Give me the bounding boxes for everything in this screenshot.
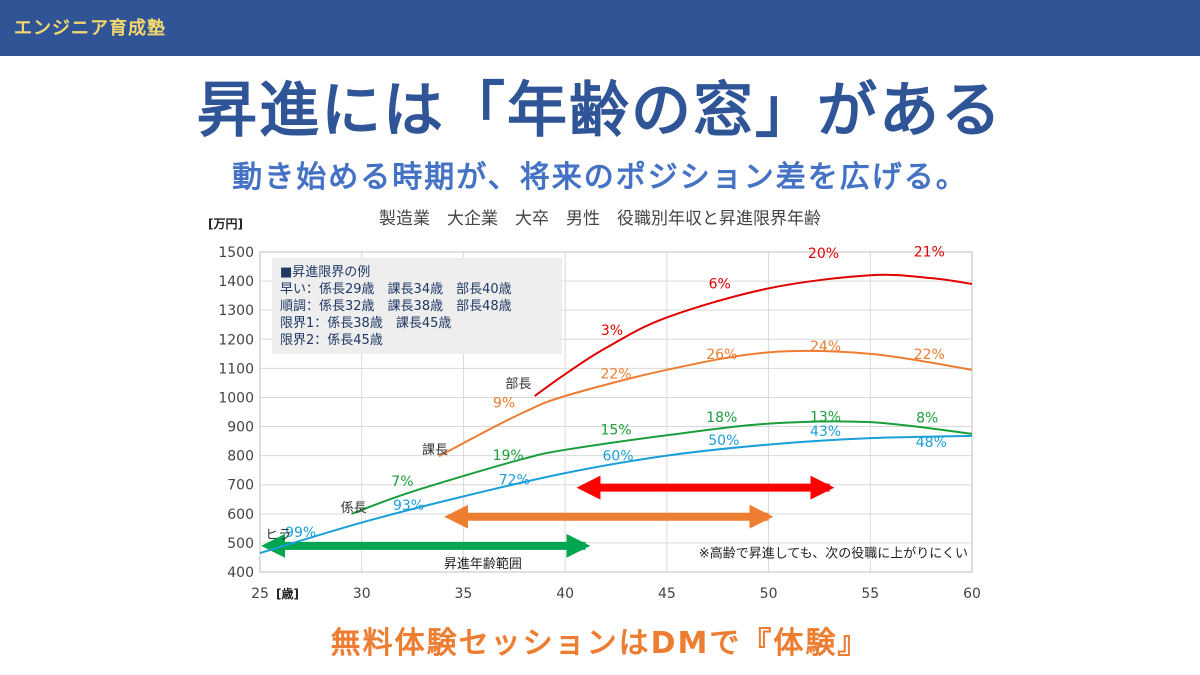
y-tick-label: 1400 (218, 274, 254, 290)
x-tick-label: 45 (658, 586, 676, 602)
data-label: 18% (706, 410, 737, 426)
x-tick-label: 55 (861, 586, 879, 602)
y-tick-label: 800 (227, 449, 254, 465)
data-label: 9% (493, 396, 515, 412)
y-axis-label: [万円] (208, 217, 243, 231)
series-line (438, 349, 973, 458)
data-label: 21% (914, 244, 945, 260)
data-label: 3% (601, 323, 623, 339)
y-tick-label: 1200 (218, 332, 254, 348)
role-label: ヒラ (265, 528, 291, 543)
cta-text[interactable]: 無料体験セッションはDMで『体験』 (330, 626, 870, 661)
data-label: 72% (499, 473, 530, 489)
legend-line: 早い：係長29歳 課長34歳 部長40歳 (280, 281, 512, 297)
page-title: 昇進には「年齢の窓」がある (197, 76, 1003, 146)
y-tick-label: 700 (227, 478, 254, 494)
series-line (534, 273, 973, 397)
y-tick-label: 1100 (218, 361, 254, 377)
data-label: 20% (808, 246, 839, 262)
series-line (351, 420, 973, 515)
y-tick-label: 900 (227, 420, 254, 436)
data-label: 8% (916, 410, 938, 426)
y-tick-label: 500 (227, 536, 254, 552)
legend-line: 限界1：係長38歳 課長45歳 (280, 315, 451, 331)
y-tick-label: 400 (227, 565, 254, 581)
x-axis-label: [歳] (276, 586, 299, 601)
brand-name: エンジニア育成塾 (14, 18, 166, 39)
data-label: 24% (810, 339, 841, 355)
x-tick-label: 35 (455, 586, 473, 602)
data-label: 93% (393, 498, 424, 514)
legend-line: 限界2：係長45歳 (280, 333, 383, 348)
legend-line: ■昇進限界の例 (280, 265, 370, 280)
series-line (259, 434, 973, 555)
data-label: 19% (493, 448, 524, 464)
x-tick-label: 40 (556, 586, 574, 602)
data-label: 48% (916, 435, 947, 451)
range-label: 昇進年齢範囲 (444, 557, 522, 572)
page-subtitle: 動き始める時期が、将来のポジション差を広げる。 (232, 160, 968, 195)
x-tick-label: 30 (353, 586, 371, 602)
data-label: 22% (914, 347, 945, 363)
data-label: 22% (600, 367, 631, 383)
data-label: 13% (810, 409, 841, 425)
role-label: 係長 (341, 501, 367, 516)
plot-frame (259, 251, 973, 573)
chart-note: ※高齢で昇進しても、次の役職に上がりにくい (699, 546, 968, 562)
data-label: 15% (600, 422, 631, 438)
data-label: 26% (706, 347, 737, 363)
legend-box (272, 258, 562, 354)
data-label: 60% (602, 449, 633, 465)
salary-chart: 製造業 大企業 大卒 男性 役職別年収と昇進限界年齢 [万円] 400 500 600 7… (208, 209, 981, 602)
data-label: 50% (708, 433, 739, 449)
legend-line: 順調：係長32歳 課長38歳 部長48歳 (280, 298, 512, 314)
data-label: 99% (285, 525, 316, 541)
y-tick-label: 1300 (218, 303, 254, 319)
role-label: 部長 (505, 377, 531, 392)
data-label: 6% (709, 276, 731, 292)
x-tick-label: 60 (963, 586, 981, 602)
chart-title: 製造業 大企業 大卒 男性 役職別年収と昇進限界年齢 (379, 209, 821, 229)
role-label: 課長 (422, 442, 448, 458)
y-tick-label: 1000 (218, 390, 254, 406)
y-tick-label: 1500 (218, 245, 254, 261)
data-label: 7% (391, 474, 413, 490)
x-tick-label: 50 (760, 586, 778, 602)
data-label: 43% (810, 424, 841, 440)
y-tick-label: 600 (227, 507, 254, 523)
x-tick-label: 25 (251, 586, 269, 602)
header-bar: エンジニア育成塾 (0, 0, 1200, 56)
